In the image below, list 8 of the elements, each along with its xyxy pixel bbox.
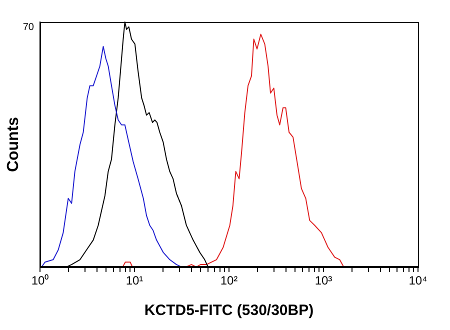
x-tick-label: 10¹	[126, 274, 144, 288]
y-axis-title: Counts	[5, 116, 22, 172]
x-tick-label: 10²	[220, 274, 238, 288]
x-axis-title: KCTD5-FITC (530/30BP)	[144, 302, 314, 320]
x-tick-label: 10³	[314, 274, 332, 288]
text: 70	[22, 22, 34, 33]
x-tick-label: 10⁰	[31, 274, 49, 288]
x-tick-label: 10⁴	[408, 274, 428, 288]
